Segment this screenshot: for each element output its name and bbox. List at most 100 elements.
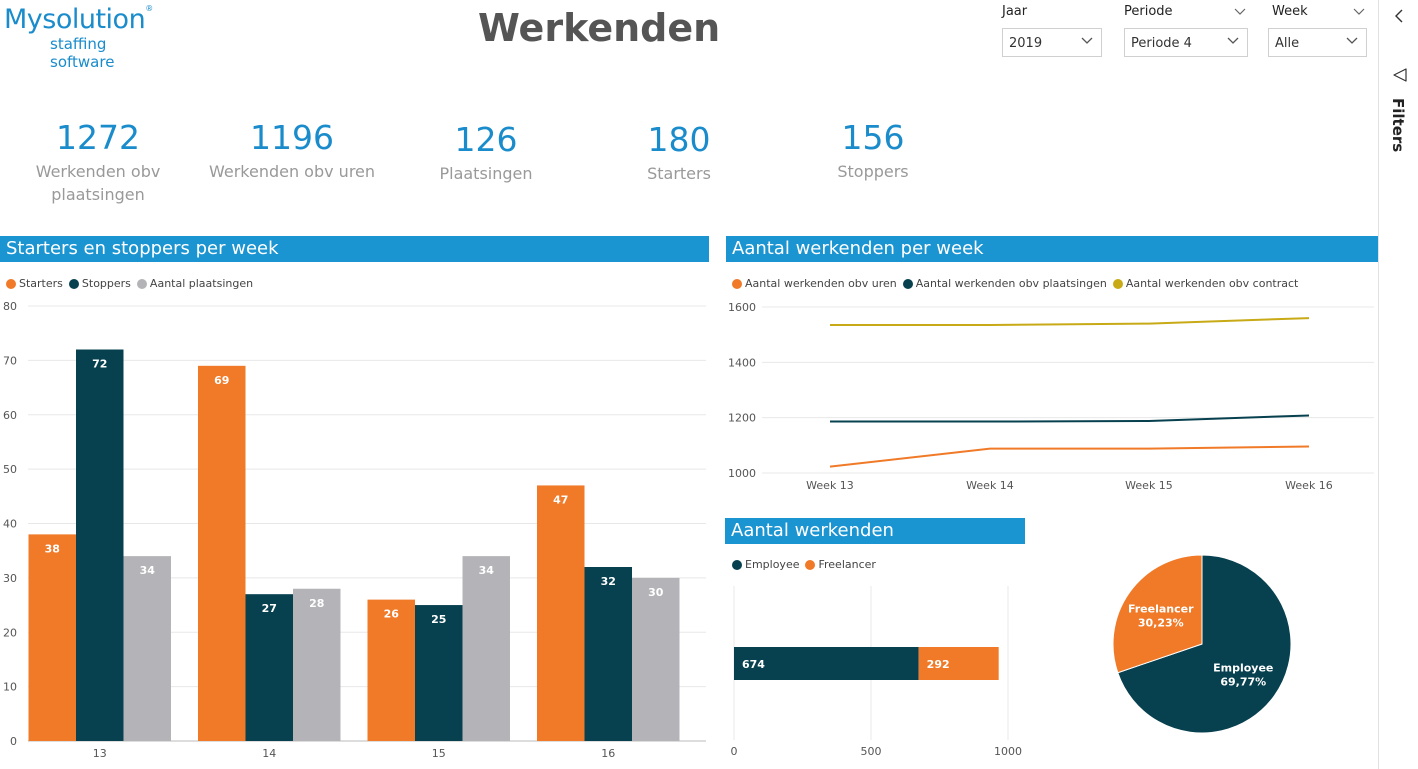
pie-slice-freelancer[interactable] bbox=[1112, 554, 1203, 674]
chevron-down-icon[interactable] bbox=[1353, 5, 1365, 17]
x-tick-label: Week 14 bbox=[966, 479, 1014, 492]
werkenden-per-week-line-chart: 1000 1200 1400 1600 Week 13 Week 14 Week 15 Wee… bbox=[728, 301, 1374, 492]
legend-item[interactable]: Aantal werkenden obv contract bbox=[1112, 277, 1299, 290]
legend-dot bbox=[805, 559, 816, 570]
slicer-value: Periode 4 bbox=[1131, 36, 1192, 51]
legend-item[interactable]: Aantal plaatsingen bbox=[136, 277, 254, 290]
slicer-value: Alle bbox=[1275, 36, 1300, 51]
slicer-jaar-dropdown[interactable]: 2019 bbox=[1002, 28, 1102, 57]
filters-label[interactable]: Filters bbox=[1389, 98, 1407, 153]
x-tick-label: 14 bbox=[262, 747, 276, 760]
y-tick-label: 1000 bbox=[728, 467, 756, 480]
page-title: Werkenden bbox=[478, 6, 721, 50]
legend-dot bbox=[1112, 278, 1123, 289]
stacked-bar-freelancer[interactable] bbox=[918, 647, 999, 680]
slicer-label: Jaar bbox=[1002, 4, 1028, 19]
x-tick-label: Week 15 bbox=[1125, 479, 1173, 492]
y-tick-label: 30 bbox=[3, 572, 17, 585]
legend-item[interactable]: Aantal werkenden obv uren bbox=[732, 277, 897, 290]
bar-data-label: 26 bbox=[384, 608, 400, 621]
line-aantal-werkenden-obv-uren[interactable] bbox=[829, 445, 1310, 468]
legend-dot bbox=[732, 278, 742, 289]
y-tick-label: 0 bbox=[10, 735, 17, 748]
chevron-down-icon[interactable] bbox=[1234, 5, 1246, 17]
chevron-down-icon bbox=[1227, 37, 1239, 44]
y-tick-label: 1600 bbox=[728, 301, 756, 314]
bar-stoppers[interactable] bbox=[245, 594, 294, 741]
legend-item[interactable]: Aantal werkenden obv plaatsingen bbox=[902, 277, 1107, 290]
x-tick-label: 1000 bbox=[994, 745, 1022, 758]
bar-data-label: 32 bbox=[601, 575, 616, 588]
pie-slice-name: Employee bbox=[1213, 662, 1273, 675]
legend-label: Stoppers bbox=[81, 277, 131, 290]
kpi-value: 126 bbox=[454, 120, 518, 159]
logo: Mysolution® staffing software bbox=[4, 4, 174, 71]
bar-aantal-plaatsingen[interactable] bbox=[462, 556, 511, 741]
slicer-value: 2019 bbox=[1009, 36, 1043, 51]
x-tick-label: 500 bbox=[861, 745, 882, 758]
bar-data-label: 72 bbox=[92, 358, 107, 371]
y-tick-label: 80 bbox=[3, 300, 17, 313]
legend-item[interactable]: Starters bbox=[6, 277, 63, 290]
slicer-periode-dropdown[interactable]: Periode 4 bbox=[1124, 28, 1248, 57]
legend-label: Freelancer bbox=[818, 558, 876, 571]
bar-data-label: 69 bbox=[214, 374, 229, 387]
bar-stoppers[interactable] bbox=[415, 605, 463, 741]
bar-stoppers[interactable] bbox=[584, 567, 633, 741]
line-aantal-werkenden-obv-plaatsingen[interactable] bbox=[830, 414, 1310, 423]
chevron-left-icon[interactable] bbox=[1393, 8, 1405, 24]
legend-label: Employee bbox=[745, 558, 800, 571]
legend-werkenden-per-week: Aantal werkenden obv uren Aantal werkend… bbox=[732, 277, 1304, 290]
pie-slice-employee[interactable] bbox=[1117, 554, 1292, 734]
y-tick-label: 70 bbox=[3, 354, 17, 367]
pie-slice-percentage: 69,77% bbox=[1220, 676, 1266, 689]
x-tick-label: 13 bbox=[93, 747, 107, 760]
legend-label: Starters bbox=[19, 277, 63, 290]
logo-name: Mysolution® bbox=[4, 4, 153, 35]
bar-aantal-plaatsingen[interactable] bbox=[293, 588, 341, 741]
starters-stoppers-bar-chart: 0 10 20 30 40 50 60 70 80 38 72 34 13 69 27 28 14 26 25 34 1… bbox=[3, 300, 706, 760]
stacked-bar-employee[interactable] bbox=[734, 647, 919, 680]
y-tick-label: 10 bbox=[3, 681, 17, 694]
legend-label: Aantal werkenden obv plaatsingen bbox=[915, 277, 1107, 290]
kpi-value: 1272 bbox=[56, 118, 140, 157]
x-tick-label: 16 bbox=[601, 747, 615, 760]
legend-item[interactable]: Stoppers bbox=[68, 277, 131, 290]
logo-registered-mark: ® bbox=[145, 4, 153, 13]
bar-starters[interactable] bbox=[28, 534, 77, 741]
kpi-label: Plaatsingen bbox=[439, 164, 533, 183]
legend-label: Aantal werkenden obv contract bbox=[1125, 277, 1299, 290]
bar-aantal-plaatsingen[interactable] bbox=[123, 556, 172, 741]
bar-starters[interactable] bbox=[537, 485, 585, 741]
bar-starters[interactable] bbox=[198, 365, 246, 741]
kpi-value: 156 bbox=[841, 118, 905, 157]
legend-aantal-werkenden: Employee Freelancer bbox=[732, 558, 882, 571]
bar-data-label: 30 bbox=[648, 586, 664, 599]
legend-item[interactable]: Freelancer bbox=[805, 558, 876, 571]
line-aantal-werkenden-obv-contract[interactable] bbox=[830, 317, 1310, 326]
bar-starters[interactable] bbox=[367, 599, 416, 741]
chevron-down-icon bbox=[1346, 37, 1358, 44]
bar-data-label: 38 bbox=[45, 542, 60, 555]
bar-stoppers[interactable] bbox=[76, 349, 124, 742]
slicer-label: Periode bbox=[1124, 4, 1173, 19]
legend-item[interactable]: Employee bbox=[732, 558, 799, 571]
slicer-week-dropdown[interactable]: Alle bbox=[1268, 28, 1367, 57]
legend-dot bbox=[136, 278, 147, 289]
bar-data-label: 674 bbox=[742, 658, 765, 671]
x-tick-label: 0 bbox=[731, 745, 738, 758]
y-tick-label: 60 bbox=[3, 409, 17, 422]
legend-starters-stoppers: Starters Stoppers Aantal plaatsingen bbox=[6, 277, 259, 290]
x-tick-label: 15 bbox=[432, 747, 446, 760]
funnel-icon[interactable] bbox=[1392, 67, 1408, 85]
bar-aantal-plaatsingen[interactable] bbox=[632, 577, 680, 741]
section-header-aantal-werkenden: Aantal werkenden bbox=[725, 518, 1025, 544]
section-header-starters-stoppers: Starters en stoppers per week bbox=[0, 236, 709, 262]
legend-dot bbox=[6, 278, 16, 289]
legend-label: Aantal plaatsingen bbox=[149, 277, 254, 290]
kpi-stoppers: 156 Stoppers bbox=[778, 116, 968, 183]
y-tick-label: 20 bbox=[3, 626, 17, 639]
y-tick-label: 40 bbox=[3, 518, 17, 531]
y-tick-label: 1400 bbox=[728, 356, 756, 369]
